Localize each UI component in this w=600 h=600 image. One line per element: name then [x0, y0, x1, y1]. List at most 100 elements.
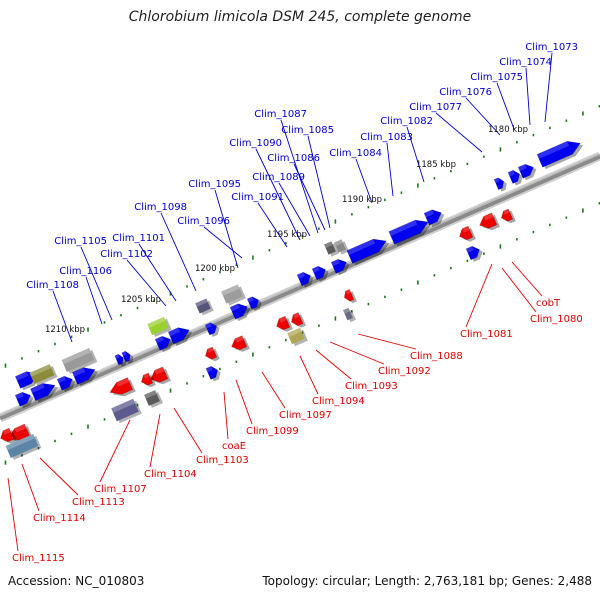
- gene-label-clim_1077[interactable]: Clim_1077: [409, 102, 462, 113]
- tick-dot: [4, 460, 7, 465]
- gene-arrow: [493, 177, 507, 192]
- gene-label-clim_1094[interactable]: Clim_1094: [312, 396, 365, 407]
- gene-arrow: [465, 245, 483, 262]
- gene-label-clim_1074[interactable]: Clim_1074: [499, 57, 552, 68]
- tick-dot: [21, 357, 23, 360]
- gene-label-clim_1098[interactable]: Clim_1098: [134, 202, 187, 213]
- gene-label-cobt[interactable]: cobT: [536, 298, 561, 309]
- tick-dot: [417, 280, 419, 285]
- gene-arrow: [71, 367, 99, 387]
- gene-label-clim_1115[interactable]: Clim_1115: [12, 553, 65, 564]
- tick-dot: [466, 259, 469, 263]
- gene-label-clim_1089[interactable]: Clim_1089: [252, 172, 305, 183]
- gene-label-clim_1085[interactable]: Clim_1085: [281, 125, 334, 136]
- gene-label-clim_1090[interactable]: Clim_1090: [229, 138, 282, 149]
- label-leader: [525, 67, 531, 126]
- tick-dot: [565, 216, 568, 219]
- label-leader: [126, 259, 167, 307]
- gene-arrow: [346, 238, 390, 266]
- label-leader: [160, 212, 197, 292]
- gene-label-clim_1101[interactable]: Clim_1101: [112, 233, 165, 244]
- gene-label-clim_1073[interactable]: Clim_1073: [525, 42, 578, 53]
- feature-block: [324, 241, 339, 257]
- gene-arrow: [229, 303, 251, 322]
- gene-label-clim_1108[interactable]: Clim_1108: [26, 280, 79, 291]
- gene-label-clim_1086[interactable]: Clim_1086: [267, 153, 320, 164]
- gene-label-clim_1083[interactable]: Clim_1083: [360, 132, 413, 143]
- label-leader: [544, 52, 553, 123]
- label-leader: [299, 355, 319, 395]
- gene-label-clim_1095[interactable]: Clim_1095: [188, 179, 241, 190]
- tick-dot: [549, 223, 551, 227]
- tick-dot: [384, 295, 386, 299]
- tick-dot: [268, 346, 271, 349]
- tick-dot: [186, 382, 188, 385]
- feature-block: [29, 364, 58, 386]
- gene-label-clim_1105[interactable]: Clim_1105: [54, 236, 107, 247]
- label-leader: [173, 407, 203, 454]
- summary-text: Topology: circular; Length: 2,763,181 bp…: [262, 574, 592, 588]
- label-leader: [203, 226, 243, 259]
- label-leader: [21, 463, 40, 512]
- gene-arrow: [121, 350, 134, 364]
- gene-arrow: [291, 312, 307, 328]
- gene-label-clim_1102[interactable]: Clim_1102: [100, 249, 153, 260]
- gene-label-clim_1104[interactable]: Clim_1104: [144, 469, 197, 480]
- gene-label-clim_1082[interactable]: Clim_1082: [380, 116, 433, 127]
- label-leader: [406, 126, 425, 183]
- tick-dot: [516, 141, 518, 144]
- gene-label-clim_1076[interactable]: Clim_1076: [439, 87, 492, 98]
- gene-label-clim_1091[interactable]: Clim_1091: [231, 192, 284, 203]
- gene-label-clim_1080[interactable]: Clim_1080: [530, 314, 583, 325]
- label-leaders: [7, 52, 553, 552]
- gene-label-clim_1113[interactable]: Clim_1113: [72, 497, 125, 508]
- gene-label-clim_1114[interactable]: Clim_1114: [33, 513, 86, 524]
- gene-arrow: [296, 271, 314, 288]
- gene-label-clim_1097[interactable]: Clim_1097: [279, 410, 332, 421]
- gene-label-clim_1087[interactable]: Clim_1087: [254, 109, 307, 120]
- scale-label: 1180 kbp: [488, 125, 528, 135]
- backbone: [0, 151, 600, 423]
- gene-label-clim_1107[interactable]: Clim_1107: [94, 484, 147, 495]
- gene-label-clim_1096[interactable]: Clim_1096: [177, 216, 230, 227]
- tick-dot: [417, 183, 419, 188]
- gene-label-clim_1084[interactable]: Clim_1084: [329, 148, 382, 159]
- gene-label-clim_1099[interactable]: Clim_1099: [246, 426, 299, 437]
- tick-dot: [252, 352, 254, 357]
- gene-arrow: [344, 288, 357, 304]
- feature-block: [343, 307, 356, 323]
- label-leader: [329, 341, 385, 365]
- scale-label: 1185 kbp: [416, 160, 456, 170]
- gene-label-clim_1103[interactable]: Clim_1103: [196, 455, 249, 466]
- gene-arrow: [507, 169, 523, 186]
- tick-dot: [351, 213, 353, 216]
- tick-dot: [532, 133, 535, 137]
- tick-dot: [219, 270, 221, 274]
- gene-arrow: [459, 225, 476, 242]
- gene-label-clim_1093[interactable]: Clim_1093: [345, 381, 398, 392]
- label-leader: [435, 112, 483, 153]
- tick-dot: [549, 126, 551, 130]
- gene-label-clim_1106[interactable]: Clim_1106: [59, 266, 112, 277]
- feature-block: [147, 316, 172, 338]
- tick-dot: [582, 111, 584, 116]
- feature-block: [61, 348, 98, 374]
- tick-dot: [186, 285, 188, 288]
- scale-label: 1195 kbp: [267, 230, 307, 240]
- gene-label-clim_1075[interactable]: Clim_1075: [470, 72, 523, 83]
- tick-dot: [70, 432, 73, 435]
- gene-label-clim_1081[interactable]: Clim_1081: [460, 329, 513, 340]
- gene-arrow: [0, 427, 17, 444]
- tick-dot: [153, 299, 155, 302]
- tick-dot: [433, 177, 436, 180]
- tick-dot: [318, 324, 320, 327]
- gene-arrow: [30, 383, 59, 403]
- tick-dot: [499, 147, 502, 152]
- tick-dot: [433, 274, 436, 277]
- gene-label-clim_1088[interactable]: Clim_1088: [410, 351, 463, 362]
- gene-arrow: [167, 327, 193, 346]
- gene-label-coae[interactable]: coaE: [222, 441, 246, 452]
- gene-label-clim_1092[interactable]: Clim_1092: [378, 366, 431, 377]
